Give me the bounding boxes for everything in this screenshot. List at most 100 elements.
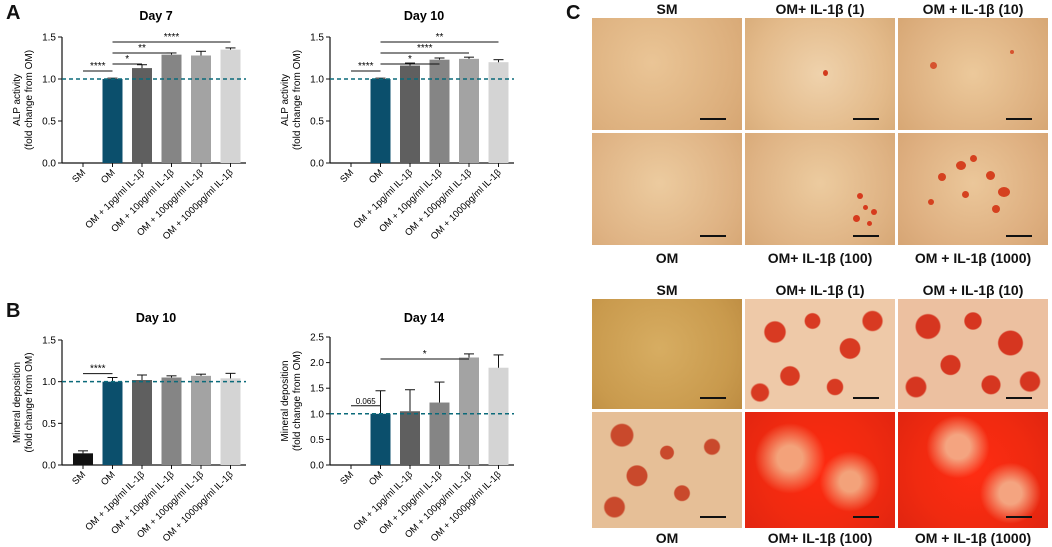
stain-spot <box>970 155 977 162</box>
y-axis-label-line: (fold change from OM) <box>24 50 35 150</box>
bar <box>488 367 509 465</box>
significance-label: * <box>423 349 427 360</box>
stain-spot <box>871 209 877 215</box>
micrograph-lower-il1000 <box>898 412 1048 528</box>
bar <box>161 54 182 163</box>
stain-spot <box>823 70 828 76</box>
micrograph-upper-il1 <box>745 18 895 130</box>
y-axis-label-line: ALP activity <box>12 74 23 126</box>
y-tick-label: 0.5 <box>310 117 324 128</box>
y-tick-label: 1.5 <box>310 384 324 395</box>
bar <box>488 62 509 164</box>
bar <box>191 375 211 465</box>
micro-lower-label-il100: OM+ IL-1β (100) <box>767 530 873 546</box>
stain-spot <box>1010 50 1014 54</box>
stain-spot <box>998 187 1010 197</box>
stain-spot <box>962 191 969 198</box>
stain-spot <box>992 205 1000 213</box>
y-tick-label: 1.5 <box>42 336 56 347</box>
bar <box>370 79 391 163</box>
micrograph-lower-il1 <box>745 299 895 409</box>
y-tick-label: 1.5 <box>42 33 56 44</box>
bar <box>459 58 479 164</box>
micrograph-upper-om <box>592 133 742 245</box>
y-tick-label: 0.5 <box>310 435 324 446</box>
y-axis-label-line: ALP activity <box>280 74 291 126</box>
bar <box>191 55 211 164</box>
y-tick-label: 0.0 <box>42 159 56 170</box>
bar <box>102 381 123 465</box>
bar <box>102 79 123 163</box>
y-tick-label: 1.0 <box>310 409 324 420</box>
significance-label: ** <box>436 32 444 43</box>
scale-bar <box>853 235 879 237</box>
scale-bar <box>1006 235 1032 237</box>
chart-title: Day 10 <box>136 311 176 325</box>
y-axis-label-line: (fold change from OM) <box>292 50 303 150</box>
chart-title: Day 14 <box>404 311 444 325</box>
alp-day7-chart: Day 7 ALP activity(fold change from OM) 0.… <box>12 9 246 242</box>
significance-label: ** <box>138 43 146 54</box>
stain-spot <box>867 221 872 226</box>
y-axis-label: ALP activity(fold change from OM) <box>12 50 35 150</box>
significance-label: **** <box>358 61 374 72</box>
bar <box>370 413 391 465</box>
scale-bar <box>1006 397 1032 399</box>
stain-spot <box>928 199 934 205</box>
mineral-day14-chart: Day 14 Mineral deposition(fold change fro… <box>280 311 514 544</box>
significance-label: * <box>125 54 129 65</box>
significance-label: **** <box>164 32 180 43</box>
stain-spot <box>956 161 966 170</box>
y-axis-label: Mineral deposition(fold change from OM) <box>280 351 303 451</box>
scale-bar <box>700 397 726 399</box>
bar <box>132 380 152 465</box>
stain-spot <box>863 205 868 210</box>
x-tick-label: SM <box>70 469 88 487</box>
y-axis-label: Mineral deposition(fold change from OM) <box>12 352 35 452</box>
scale-bar <box>700 235 726 237</box>
micro-lower-label-il1: OM+ IL-1β (1) <box>775 282 865 298</box>
x-tick-label: SM <box>70 167 88 185</box>
y-axis-label-line: Mineral deposition <box>280 360 291 441</box>
y-tick-label: 0.0 <box>310 159 324 170</box>
bar <box>400 411 420 465</box>
stain-spot <box>930 62 937 69</box>
chart-title: Day 10 <box>404 9 444 23</box>
y-tick-label: 2.5 <box>310 333 324 344</box>
y-tick-label: 2.0 <box>310 358 324 369</box>
micro-upper-label-sm: SM <box>656 1 678 17</box>
scale-bar <box>853 516 879 518</box>
significance-label: **** <box>90 364 106 375</box>
scale-bar <box>853 118 879 120</box>
y-tick-label: 1.0 <box>310 75 324 86</box>
y-tick-label: 1.0 <box>42 75 56 86</box>
bar <box>429 59 450 163</box>
scale-bar <box>700 118 726 120</box>
stain-spot <box>853 215 860 222</box>
alp-day10-chart: Day 10 ALP activity(fold change from OM) 0… <box>280 9 514 242</box>
micrograph-lower-om <box>592 412 742 528</box>
bar <box>132 68 152 163</box>
x-tick-label: OM <box>99 167 118 186</box>
significance-label: * <box>408 54 412 65</box>
micrograph-upper-sm <box>592 18 742 130</box>
bar <box>459 357 479 465</box>
y-tick-label: 0.5 <box>42 117 56 128</box>
micro-upper-label-om: OM <box>655 250 679 266</box>
micrograph-lower-il100 <box>745 412 895 528</box>
micro-lower-label-om: OM <box>655 530 679 546</box>
x-tick-label: OM <box>99 469 118 488</box>
y-axis-label-line: (fold change from OM) <box>292 351 303 451</box>
y-axis-label-line: Mineral deposition <box>12 362 23 443</box>
micro-lower-label-il1000: OM + IL-1β (1000) <box>914 530 1032 546</box>
x-tick-label: OM <box>367 167 386 186</box>
bar <box>220 378 241 465</box>
bar <box>429 402 450 465</box>
panel-letter-c: C <box>566 2 581 24</box>
micro-upper-label-il1: OM+ IL-1β (1) <box>775 1 865 17</box>
micro-upper-label-il100: OM+ IL-1β (100) <box>767 250 873 266</box>
scale-bar <box>700 516 726 518</box>
significance-label: **** <box>90 61 106 72</box>
bar <box>400 65 420 163</box>
micro-lower-label-il10: OM + IL-1β (10) <box>922 282 1024 298</box>
